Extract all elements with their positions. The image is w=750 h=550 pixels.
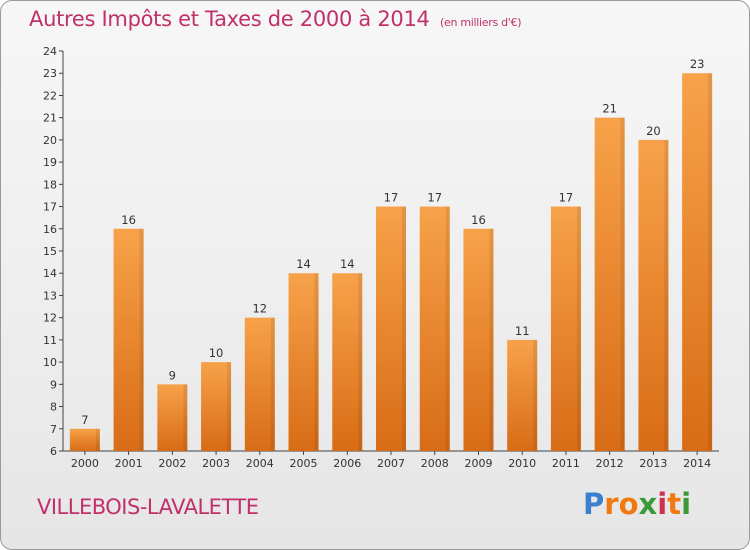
- title-text: Autres Impôts et Taxes de 2000 à 2014: [29, 7, 430, 31]
- logo-letter: i: [657, 487, 668, 521]
- logo-letter: x: [638, 487, 658, 521]
- bar-2006: [332, 273, 363, 451]
- value-label-2012: 21: [602, 102, 617, 116]
- bar-2005: [288, 273, 319, 451]
- y-tick-label: 18: [43, 178, 57, 191]
- chart-title: Autres Impôts et Taxes de 2000 à 2014 (e…: [29, 7, 521, 31]
- y-tick-label: 11: [43, 334, 57, 347]
- bar-2011: [550, 206, 581, 451]
- x-tick-label-2009: 2009: [464, 457, 492, 470]
- bar-shade-2011: [576, 206, 581, 451]
- x-tick-label-2012: 2012: [596, 457, 624, 470]
- x-tick-label-2002: 2002: [158, 457, 186, 470]
- bar-2012: [594, 117, 625, 452]
- logo-letter: i: [681, 487, 692, 521]
- value-label-2002: 9: [169, 368, 176, 382]
- value-label-2001: 16: [121, 213, 136, 227]
- y-tick-label: 12: [43, 312, 57, 325]
- bar-shade-2010: [533, 339, 538, 451]
- value-label-2006: 14: [340, 257, 355, 271]
- value-label-2010: 11: [515, 324, 530, 338]
- y-tick-label: 14: [43, 267, 57, 280]
- x-tick-label-2008: 2008: [421, 457, 449, 470]
- value-label-2009: 16: [471, 213, 486, 227]
- value-label-2000: 7: [81, 413, 88, 427]
- bar-2013: [638, 139, 669, 451]
- y-tick-label: 15: [43, 245, 57, 258]
- logo-letter: P: [583, 487, 605, 521]
- bar-shade-2001: [139, 228, 144, 451]
- commune-name: VILLEBOIS-LAVALETTE: [37, 495, 259, 519]
- x-tick-label-2014: 2014: [683, 457, 711, 470]
- bar-2002: [157, 384, 188, 451]
- y-tick-label: 22: [43, 89, 57, 102]
- x-tick-label-2007: 2007: [377, 457, 405, 470]
- value-label-2004: 12: [252, 302, 267, 316]
- y-tick-label: 7: [50, 423, 57, 436]
- bar-2001: [113, 228, 144, 451]
- bar-shade-2014: [708, 73, 713, 451]
- y-tick-label: 13: [43, 289, 57, 302]
- x-tick-label-2003: 2003: [202, 457, 230, 470]
- x-tick-label-2013: 2013: [639, 457, 667, 470]
- value-label-2014: 23: [690, 57, 705, 71]
- logo-letter: t: [667, 487, 682, 521]
- value-label-2007: 17: [384, 191, 399, 205]
- logo-letter: o: [618, 487, 639, 521]
- y-tick-label: 23: [43, 67, 57, 80]
- value-label-2013: 20: [646, 124, 661, 138]
- x-tick-label-2000: 2000: [71, 457, 99, 470]
- y-tick-label: 16: [43, 223, 57, 236]
- bar-shade-2012: [620, 117, 625, 452]
- x-tick-label-2005: 2005: [290, 457, 318, 470]
- y-tick-label: 6: [50, 445, 57, 458]
- y-tick-label: 21: [43, 112, 57, 125]
- bar-2009: [463, 228, 494, 451]
- bar-2010: [507, 339, 538, 451]
- bar-shade-2006: [358, 273, 363, 451]
- y-tick-label: 24: [43, 45, 57, 58]
- bar-shade-2009: [489, 228, 494, 451]
- bar-2008: [419, 206, 450, 451]
- bar-2003: [201, 362, 232, 451]
- y-tick-label: 19: [43, 156, 57, 169]
- bar-shade-2013: [664, 139, 669, 451]
- bar-2014: [682, 73, 713, 451]
- bar-2007: [376, 206, 406, 451]
- x-tick-label-2006: 2006: [333, 457, 361, 470]
- x-tick-label-2010: 2010: [508, 457, 536, 470]
- y-tick-label: 10: [43, 356, 57, 369]
- x-tick-label-2001: 2001: [115, 457, 143, 470]
- x-tick-label-2011: 2011: [552, 457, 580, 470]
- value-label-2003: 10: [209, 346, 224, 360]
- bar-shade-2000: [95, 428, 100, 451]
- title-unit: (en milliers d'€): [440, 16, 522, 29]
- bar-2000: [69, 428, 100, 451]
- x-tick-label-2004: 2004: [246, 457, 274, 470]
- bar-2004: [244, 317, 275, 451]
- y-tick-label: 17: [43, 201, 57, 214]
- proxiti-logo: Proxiti: [583, 487, 691, 521]
- y-tick-label: 20: [43, 134, 57, 147]
- bar-shade-2002: [183, 384, 188, 451]
- value-label-2005: 14: [296, 257, 311, 271]
- bar-shade-2005: [314, 273, 319, 451]
- value-label-2008: 17: [427, 191, 442, 205]
- bar-shade-2004: [270, 317, 275, 451]
- y-tick-label: 9: [50, 378, 57, 391]
- logo-letter: r: [604, 487, 619, 521]
- bar-shade-2007: [402, 206, 406, 451]
- bar-shade-2003: [227, 362, 232, 451]
- bar-shade-2008: [445, 206, 450, 451]
- value-label-2011: 17: [559, 191, 574, 205]
- y-tick-label: 8: [50, 401, 57, 414]
